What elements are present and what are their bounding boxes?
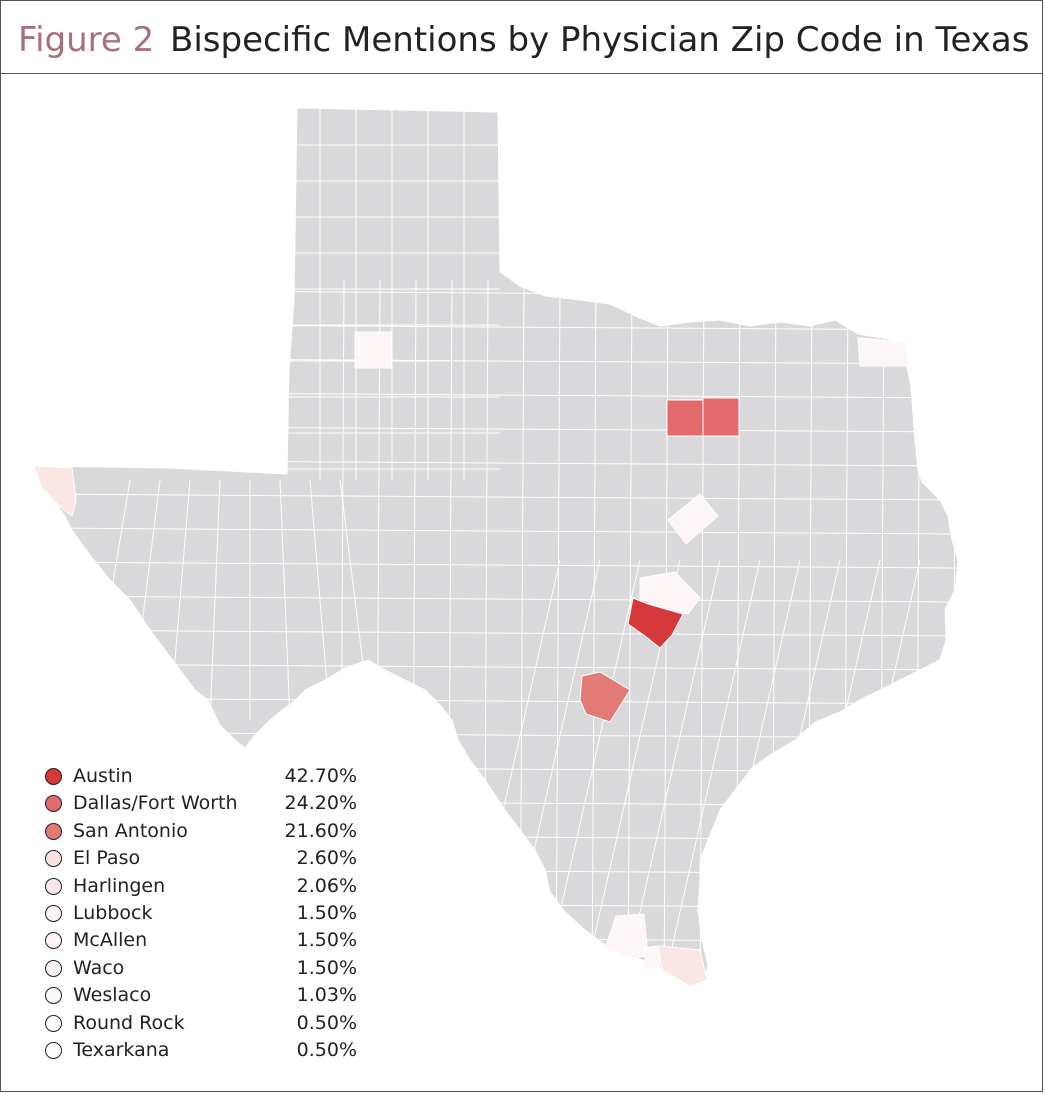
region-harlingen (657, 945, 708, 987)
legend-name: San Antonio (73, 819, 188, 842)
county-border (34, 493, 958, 501)
county-border (627, 279, 633, 986)
county-border (555, 279, 561, 986)
legend-item-texarkana: Texarkana 0.50% (45, 1039, 365, 1066)
legend-swatch (45, 850, 62, 868)
legend-name: Harlingen (73, 874, 166, 897)
legend-swatch (45, 795, 62, 813)
county-border (659, 559, 761, 986)
county-border (34, 595, 958, 603)
legend-name: Austin (73, 765, 133, 787)
legend-name: Lubbock (73, 901, 153, 924)
legend-swatch (45, 1041, 62, 1059)
legend: Austin 42.70% Dallas/Fort Worth 24.20% S… (45, 765, 365, 1066)
legend-swatch (45, 987, 62, 1005)
legend-name: McAllen (73, 929, 148, 952)
county-border (279, 479, 291, 721)
region-round-rock (639, 571, 701, 615)
legend-percent: 1.50% (296, 929, 357, 952)
region-mcallen (605, 913, 649, 959)
region-san-antonio (579, 671, 631, 723)
legend-item-harlingen: Harlingen 2.06% (45, 875, 365, 902)
region-el-paso (33, 465, 77, 517)
region-weslaco (643, 945, 661, 971)
legend-item-austin: Austin 42.70% (45, 765, 365, 792)
region-texarkana (857, 337, 909, 367)
county-border (951, 279, 957, 986)
legend-swatch (45, 877, 62, 895)
legend-percent: 2.06% (296, 874, 357, 897)
county-border (34, 527, 958, 535)
county-border (34, 663, 958, 671)
legend-item-mcallen: McAllen 1.50% (45, 929, 365, 956)
legend-name: Round Rock (73, 1011, 185, 1034)
legend-percent: 42.70% (284, 765, 357, 787)
region-dallas (702, 397, 740, 437)
legend-item-dallas-fort-worth: Dallas/Fort Worth 24.20% (45, 792, 365, 819)
county-border (591, 279, 597, 986)
legend-name: Dallas/Fort Worth (73, 792, 238, 815)
legend-percent: 1.50% (296, 956, 357, 979)
county-border (34, 561, 958, 569)
legend-percent: 0.50% (296, 1038, 357, 1061)
legend-swatch (45, 904, 62, 922)
legend-percent: 2.60% (296, 847, 357, 870)
region-fort-worth (666, 399, 704, 437)
legend-percent: 1.50% (296, 901, 357, 924)
legend-name: Texarkana (73, 1038, 170, 1061)
legend-percent: 0.50% (296, 1011, 357, 1034)
county-border (34, 629, 958, 637)
legend-swatch (45, 932, 62, 950)
region-waco (667, 493, 719, 545)
legend-item-waco: Waco 1.50% (45, 957, 365, 984)
legend-swatch (45, 822, 62, 840)
texas-county-map (33, 107, 959, 987)
region-lubbock (354, 331, 392, 369)
legend-percent: 1.03% (296, 984, 357, 1007)
legend-swatch (45, 959, 62, 977)
figure-title: Bispecific Mentions by Physician Zip Cod… (170, 20, 1030, 60)
legend-item-lubbock: Lubbock 1.50% (45, 902, 365, 929)
legend-name: Weslaco (73, 984, 152, 1007)
figure-header: Figure 2 Bispecific Mentions by Physicia… (0, 0, 1043, 74)
legend-item-weslaco: Weslaco 1.03% (45, 984, 365, 1011)
legend-percent: 24.20% (284, 792, 357, 815)
legend-item-round-rock: Round Rock 0.50% (45, 1012, 365, 1039)
legend-percent: 21.60% (284, 819, 357, 842)
legend-name: Waco (73, 956, 125, 979)
legend-name: El Paso (73, 847, 141, 870)
county-border (209, 479, 221, 721)
legend-item-el-paso: El Paso 2.60% (45, 847, 365, 874)
figure-label: Figure 2 (18, 20, 155, 60)
legend-swatch (45, 768, 62, 785)
legend-item-san-antonio: San Antonio 21.60% (45, 820, 365, 847)
legend-swatch (45, 1014, 62, 1032)
region-austin (627, 597, 684, 649)
